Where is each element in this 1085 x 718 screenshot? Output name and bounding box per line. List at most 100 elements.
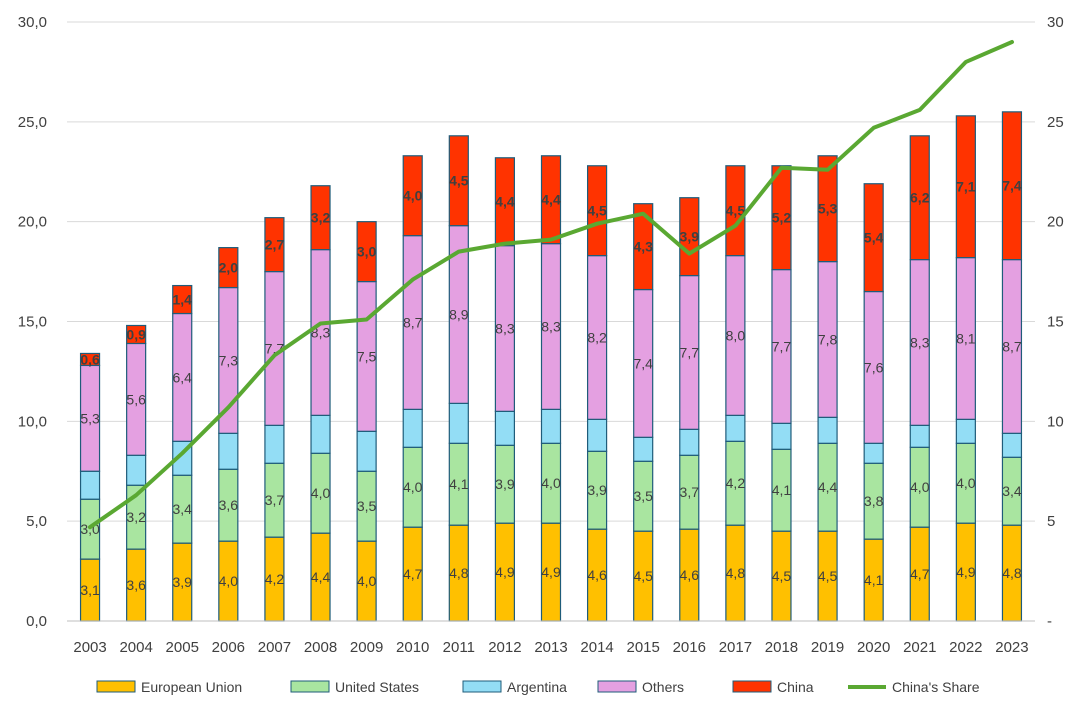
- legend-label: Argentina: [507, 679, 567, 695]
- legend-label: United States: [335, 679, 419, 695]
- bar-data-label: 0,6: [80, 351, 100, 367]
- bar-data-label: 5,6: [126, 391, 146, 407]
- right-tick-label: 20: [1047, 214, 1064, 231]
- bar-data-label: 4,2: [726, 475, 746, 491]
- bar-data-label: 4,0: [541, 475, 561, 491]
- bar-data-label: 3,7: [680, 484, 700, 500]
- bar-segment: [79, 352, 101, 367]
- bar-data-label: 4,9: [495, 564, 515, 580]
- legend-label: China's Share: [892, 679, 980, 695]
- bar-segment: [586, 418, 608, 452]
- bar-data-label: 4,6: [680, 567, 700, 583]
- bar-segment: [310, 414, 331, 454]
- left-tick-label: 10,0: [18, 413, 47, 430]
- bar-data-label: 8,3: [910, 334, 930, 350]
- bar-data-label: 7,4: [1002, 178, 1022, 194]
- right-tick-label: 10: [1047, 413, 1064, 430]
- left-tick-label: 5,0: [26, 513, 47, 530]
- legend-swatch: [732, 680, 772, 693]
- stacked-bars: [79, 111, 1023, 622]
- china-share-line: [88, 40, 1014, 530]
- bar-segment: [218, 247, 239, 289]
- x-tick-label: 2012: [488, 639, 521, 656]
- bar-segment: [79, 470, 101, 500]
- bar-data-label: 1,4: [173, 292, 193, 308]
- bar-data-label: 4,0: [357, 573, 377, 589]
- bar-data-label: 4,0: [311, 485, 331, 501]
- bar-data-label: 8,7: [1002, 338, 1022, 354]
- bar-segment: [356, 221, 377, 283]
- bar-data-label: 2,7: [265, 237, 285, 253]
- bar-segment: [955, 418, 976, 444]
- bar-segment: [1001, 432, 1023, 458]
- bar-data-label: 4,0: [403, 479, 423, 495]
- bar-data-label: 5,2: [772, 210, 792, 226]
- bar-data-label: 7,7: [680, 344, 700, 360]
- bar-segment: [817, 416, 838, 444]
- bar-data-label: 3,7: [265, 492, 285, 508]
- bar-segment: [679, 197, 700, 277]
- bar-segment: [1001, 111, 1023, 261]
- bar-segment: [771, 165, 792, 271]
- bar-data-label: 4,9: [541, 564, 561, 580]
- bar-segment: [586, 165, 608, 257]
- x-tick-label: 2006: [212, 639, 245, 656]
- bar-segment: [172, 284, 193, 315]
- bar-data-label: 3,9: [680, 229, 700, 245]
- bar-data-label: 3,5: [357, 498, 377, 514]
- bar-data-label: 4,4: [311, 569, 331, 585]
- x-tick-label: 2023: [995, 639, 1028, 656]
- x-tick-label: 2007: [258, 639, 291, 656]
- bar-data-label: 4,5: [818, 568, 838, 584]
- bar-data-label: 4,5: [633, 568, 653, 584]
- bar-segment: [725, 414, 746, 442]
- bar-data-label: 4,1: [864, 572, 884, 588]
- bar-data-label: 2,0: [219, 260, 239, 276]
- x-tick-label: 2015: [627, 639, 660, 656]
- bar-data-label: 8,1: [956, 330, 976, 346]
- legend-swatch: [96, 680, 136, 693]
- x-tick-label: 2013: [534, 639, 567, 656]
- right-tick-label: -: [1047, 613, 1052, 630]
- bar-data-label: 3,9: [495, 476, 515, 492]
- x-tick-label: 2018: [765, 639, 798, 656]
- bar-data-label: 4,9: [956, 564, 976, 580]
- bar-data-label: 7,5: [357, 348, 377, 364]
- bar-segment: [863, 442, 884, 464]
- bar-data-label: 4,7: [910, 566, 930, 582]
- bar-data-label: 5,4: [864, 230, 884, 246]
- bar-data-label: 4,5: [587, 203, 607, 219]
- bar-data-label: 4,0: [403, 188, 423, 204]
- bar-data-label: 4,3: [633, 239, 653, 255]
- legend: European Union United States Argentina Othe…: [96, 679, 980, 695]
- bar-data-label: 7,1: [956, 179, 976, 195]
- left-tick-label: 0,0: [26, 613, 47, 630]
- bar-data-label: 8,3: [541, 318, 561, 334]
- bar-segment: [817, 155, 838, 263]
- bar-data-label: 4,0: [219, 573, 239, 589]
- bar-segment: [633, 436, 654, 462]
- bar-data-label: 8,9: [449, 307, 469, 323]
- x-tick-label: 2011: [443, 639, 475, 656]
- bar-data-label: 4,8: [726, 565, 746, 581]
- bar-data-label: 4,5: [772, 568, 792, 584]
- bar-segment: [310, 185, 331, 251]
- bar-data-label: 7,4: [633, 355, 653, 371]
- left-tick-label: 15,0: [18, 314, 47, 331]
- bar-data-label: 3,9: [173, 574, 193, 590]
- bar-data-label: 3,2: [311, 210, 331, 226]
- bar-data-label: 3,6: [219, 497, 239, 513]
- legend-swatch: [597, 680, 637, 693]
- bar-data-label: 4,4: [495, 194, 515, 210]
- bar-segment: [633, 203, 654, 291]
- bar-segment: [771, 422, 792, 450]
- right-tick-label: 15: [1047, 314, 1064, 331]
- left-tick-label: 30,0: [18, 14, 47, 31]
- bar-data-label: 6,2: [910, 190, 930, 206]
- bar-segment: [494, 410, 516, 446]
- legend-label: China: [777, 679, 814, 695]
- bar-data-label: 4,8: [1002, 565, 1022, 581]
- bar-data-label: 3,8: [864, 493, 884, 509]
- x-tick-label: 2010: [396, 639, 429, 656]
